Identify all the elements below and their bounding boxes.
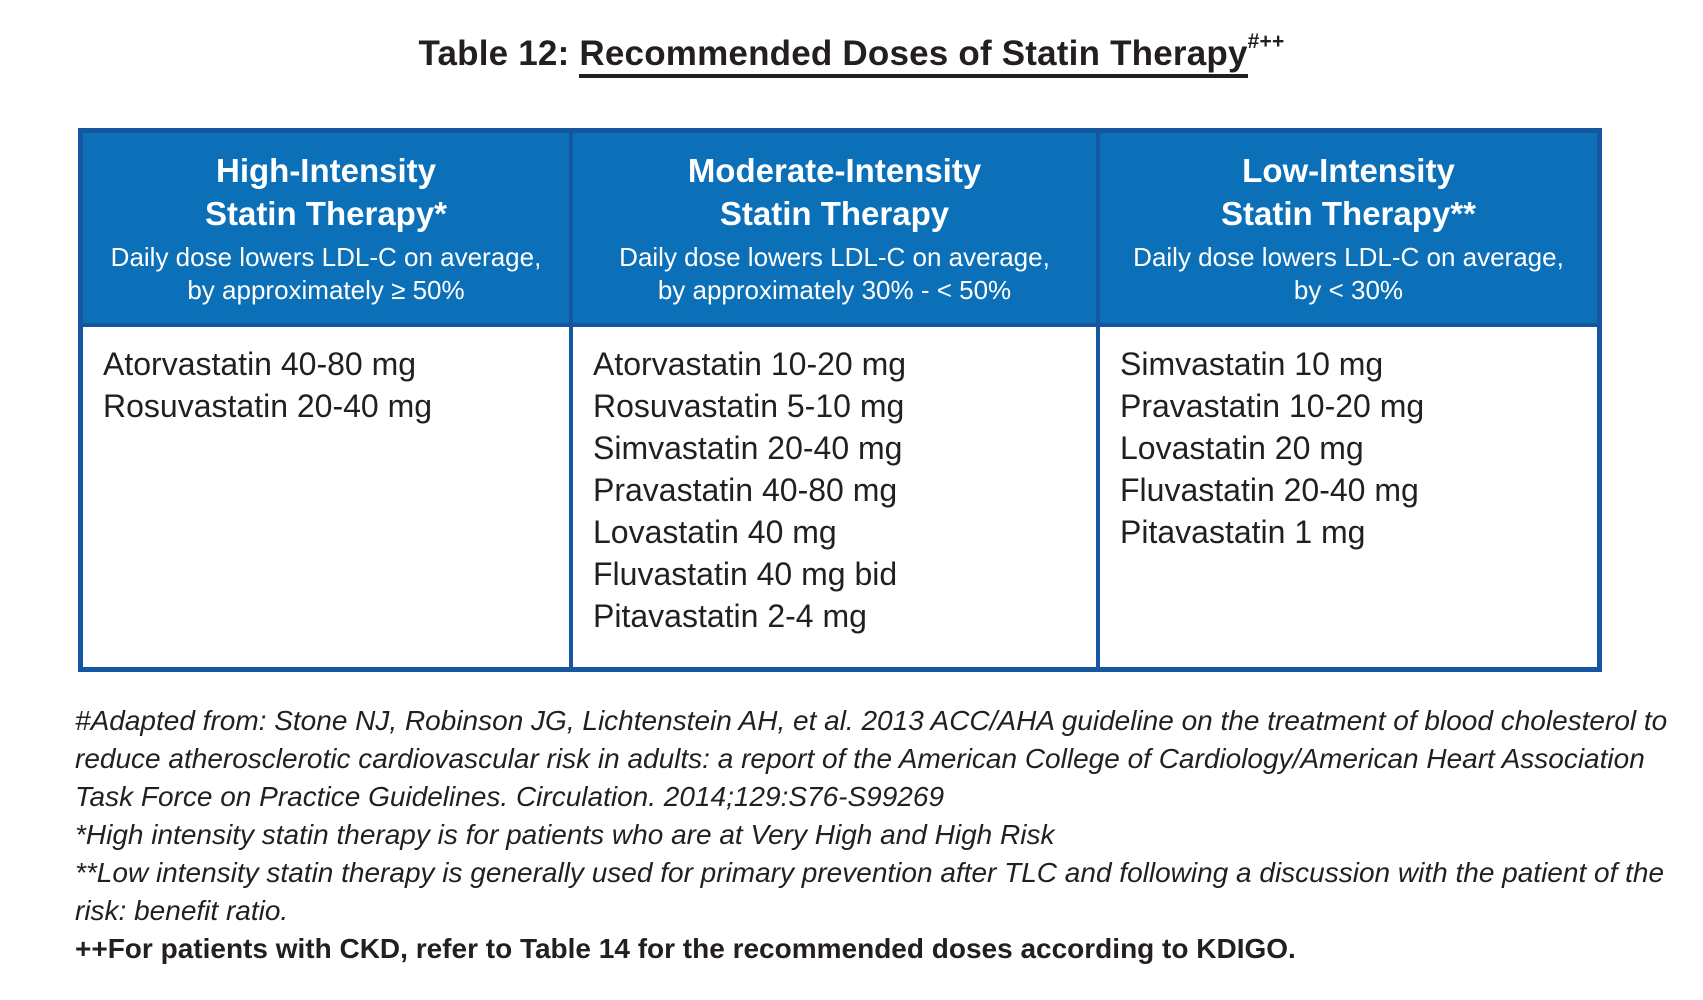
drug-dose-entry: Lovastatin 20 mg (1120, 430, 1364, 466)
column-heading-line1: Moderate-Intensity (687, 152, 982, 189)
drug-dose-entry: Atorvastatin 40-80 mg (103, 346, 417, 382)
drug-dose-entry: Rosuvastatin 20-40 mg (103, 388, 433, 424)
table-title-superscript: #++ (1247, 30, 1285, 53)
footnote-adapted-from: #Adapted from: Stone NJ, Robinson JG, Li… (75, 705, 1668, 812)
drug-dose-entry: Pravastatin 10-20 mg (1120, 388, 1425, 424)
column-heading-line2: Statin Therapy** (1221, 195, 1476, 232)
column-heading-line2: Statin Therapy (719, 195, 950, 232)
column-subheading: Daily dose lowers LDL-C on average, by a… (83, 241, 569, 307)
column-subheading-line1: Daily dose lowers LDL-C on average, (1133, 242, 1564, 272)
drug-dose-entry: Pitavastatin 2-4 mg (593, 598, 867, 634)
column-body-high-intensity: Atorvastatin 40-80 mg Rosuvastatin 20-40 … (83, 327, 569, 667)
column-heading: High-Intensity Statin Therapy* (83, 149, 569, 235)
footnote-high-intensity: *High intensity statin therapy is for pa… (75, 819, 1055, 850)
drug-dose-entry: Pravastatin 40-80 mg (593, 472, 898, 508)
column-header-high-intensity: High-Intensity Statin Therapy* Daily dos… (83, 133, 569, 327)
footnote-ckd: ++For patients with CKD, refer to Table … (75, 933, 1296, 964)
column-heading: Moderate-Intensity Statin Therapy (573, 149, 1096, 235)
drug-dose-entry: Pitavastatin 1 mg (1120, 514, 1366, 550)
column-low-intensity: Low-Intensity Statin Therapy** Daily dos… (1096, 133, 1597, 667)
column-subheading: Daily dose lowers LDL-C on average, by a… (573, 241, 1096, 307)
footnote-low-intensity: **Low intensity statin therapy is genera… (75, 857, 1665, 926)
drug-dose-entry: Rosuvastatin 5-10 mg (593, 388, 905, 424)
column-subheading: Daily dose lowers LDL-C on average, by <… (1100, 241, 1597, 307)
table-title-text: Recommended Doses of Statin Therapy (579, 34, 1248, 78)
column-body-low-intensity: Simvastatin 10 mg Pravastatin 10-20 mg Lov… (1100, 327, 1597, 667)
column-body-moderate-intensity: Atorvastatin 10-20 mg Rosuvastatin 5-10 m… (573, 327, 1096, 667)
drug-dose-entry: Simvastatin 10 mg (1120, 346, 1384, 382)
drug-dose-entry: Atorvastatin 10-20 mg (593, 346, 907, 382)
column-subheading-line2: by approximately 30% - < 50% (657, 275, 1012, 305)
column-heading-line1: High-Intensity (216, 152, 436, 189)
table-number-label: Table 12: (418, 34, 580, 73)
column-heading-line1: Low-Intensity (1242, 152, 1455, 189)
column-high-intensity: High-Intensity Statin Therapy* Daily dos… (83, 133, 569, 667)
column-subheading-line1: Daily dose lowers LDL-C on average, (619, 242, 1050, 272)
column-moderate-intensity: Moderate-Intensity Statin Therapy Daily … (569, 133, 1096, 667)
footnotes-block: #Adapted from: Stone NJ, Robinson JG, Li… (75, 702, 1675, 968)
page-title: Table 12: Recommended Doses of Statin Th… (0, 0, 1703, 78)
drug-dose-entry: Lovastatin 40 mg (593, 514, 837, 550)
column-heading-line2: Statin Therapy* (204, 195, 448, 232)
drug-dose-entry: Simvastatin 20-40 mg (593, 430, 903, 466)
statin-dose-table: High-Intensity Statin Therapy* Daily dos… (78, 128, 1602, 672)
drug-dose-entry: Fluvastatin 40 mg bid (593, 556, 898, 592)
column-subheading-line2: by approximately ≥ 50% (187, 275, 465, 305)
column-header-low-intensity: Low-Intensity Statin Therapy** Daily dos… (1100, 133, 1597, 327)
column-subheading-line2: by < 30% (1293, 275, 1404, 305)
drug-dose-entry: Fluvastatin 20-40 mg (1120, 472, 1419, 508)
column-heading: Low-Intensity Statin Therapy** (1100, 149, 1597, 235)
column-header-moderate-intensity: Moderate-Intensity Statin Therapy Daily … (573, 133, 1096, 327)
column-subheading-line1: Daily dose lowers LDL-C on average, (110, 242, 542, 272)
